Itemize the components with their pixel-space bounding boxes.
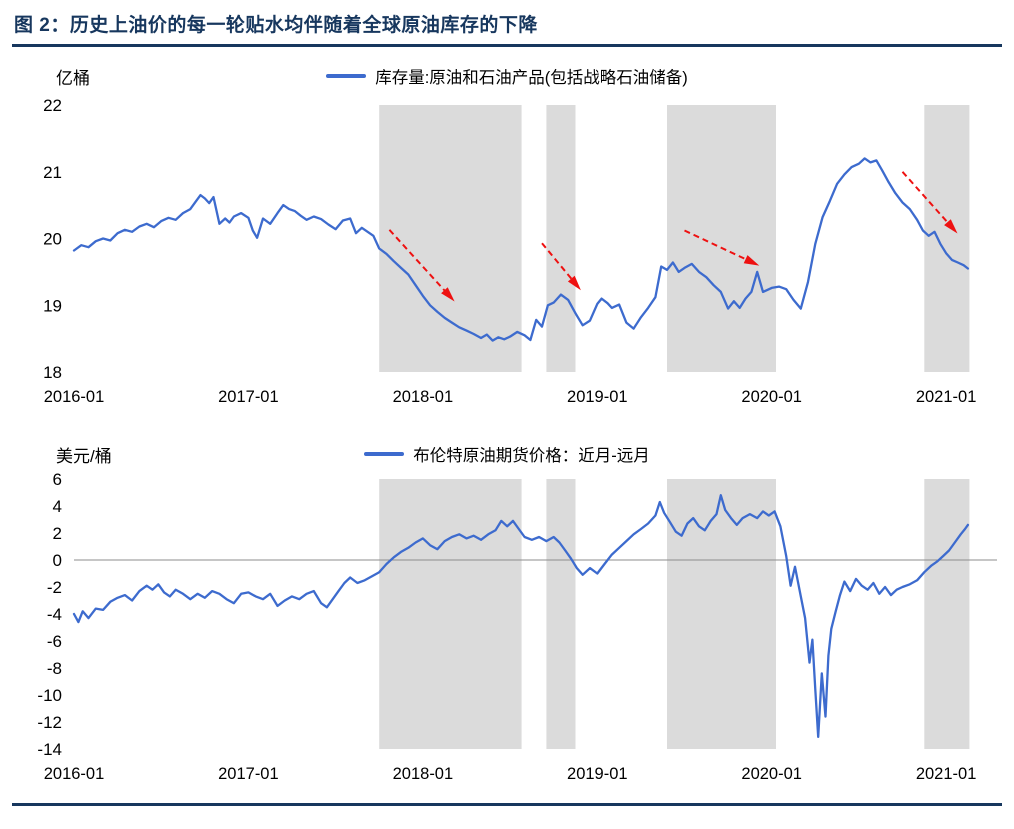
svg-text:2016-01: 2016-01 — [44, 388, 105, 406]
svg-text:21: 21 — [43, 163, 62, 182]
svg-text:-2: -2 — [47, 578, 62, 597]
footer-divider — [12, 803, 1002, 806]
spread-legend-label: 布伦特原油期货价格：近月-远月 — [413, 447, 650, 465]
figure-title: 图 2：历史上油价的每一轮贴水均伴随着全球原油库存的下降 — [14, 15, 538, 36]
svg-text:2021-01: 2021-01 — [916, 765, 977, 783]
svg-text:0: 0 — [53, 551, 62, 570]
svg-text:-14: -14 — [37, 740, 62, 759]
svg-text:-6: -6 — [47, 632, 62, 651]
spread-chart-header: 美元/桶 布伦特原油期货价格：近月-远月 — [12, 439, 1002, 466]
spread-legend: 布伦特原油期货价格：近月-远月 — [364, 442, 650, 466]
svg-text:2018-01: 2018-01 — [393, 765, 454, 783]
svg-text:4: 4 — [53, 497, 62, 516]
svg-text:18: 18 — [43, 363, 62, 382]
svg-text:-8: -8 — [47, 659, 62, 678]
svg-text:2018-01: 2018-01 — [393, 388, 454, 406]
spread-chart-block: 美元/桶 布伦特原油期货价格：近月-远月 6 4 2 0 -2 -4 -6 -8 -10 -12 -… — [12, 439, 1002, 797]
line-swatch-icon — [364, 452, 405, 456]
svg-text:20: 20 — [43, 230, 62, 249]
title-divider — [12, 44, 1002, 47]
svg-text:2016-01: 2016-01 — [44, 765, 105, 783]
svg-text:19: 19 — [43, 296, 62, 315]
inventory-legend: 库存量:原油和石油产品(包括战略石油储备) — [326, 64, 688, 88]
svg-text:2: 2 — [53, 524, 62, 543]
y-axis-unit-label-spread: 美元/桶 — [56, 447, 112, 466]
inventory-chart-header: 亿桶 库存量:原油和石油产品(包括战略石油储备) — [12, 61, 1002, 88]
y-axis-unit-label-inventory: 亿桶 — [56, 69, 90, 88]
svg-text:2020-01: 2020-01 — [741, 765, 802, 783]
inventory-line-chart: 22 21 20 19 18 2016-01 2017-01 2018-01 2019-01 20… — [43, 96, 977, 406]
svg-text:-4: -4 — [47, 605, 62, 624]
spread-line-chart: 6 4 2 0 -2 -4 -6 -8 -10 -12 -14 2016-01 2017-01 2018-… — [37, 470, 997, 783]
svg-text:2019-01: 2019-01 — [567, 388, 628, 406]
line-swatch-icon — [326, 74, 367, 78]
inventory-legend-label: 库存量:原油和石油产品(包括战略石油储备) — [375, 69, 688, 87]
svg-text:22: 22 — [43, 96, 62, 115]
svg-text:2021-01: 2021-01 — [916, 388, 977, 406]
svg-text:2020-01: 2020-01 — [741, 388, 802, 406]
svg-text:2019-01: 2019-01 — [567, 765, 628, 783]
svg-text:-10: -10 — [37, 686, 62, 705]
svg-text:6: 6 — [53, 470, 62, 489]
inventory-chart-block: 亿桶 库存量:原油和石油产品(包括战略石油储备) 22 21 20 19 18 2016-… — [12, 61, 1002, 419]
svg-text:2017-01: 2017-01 — [218, 388, 279, 406]
svg-text:-12: -12 — [37, 713, 62, 732]
svg-text:2017-01: 2017-01 — [218, 765, 279, 783]
